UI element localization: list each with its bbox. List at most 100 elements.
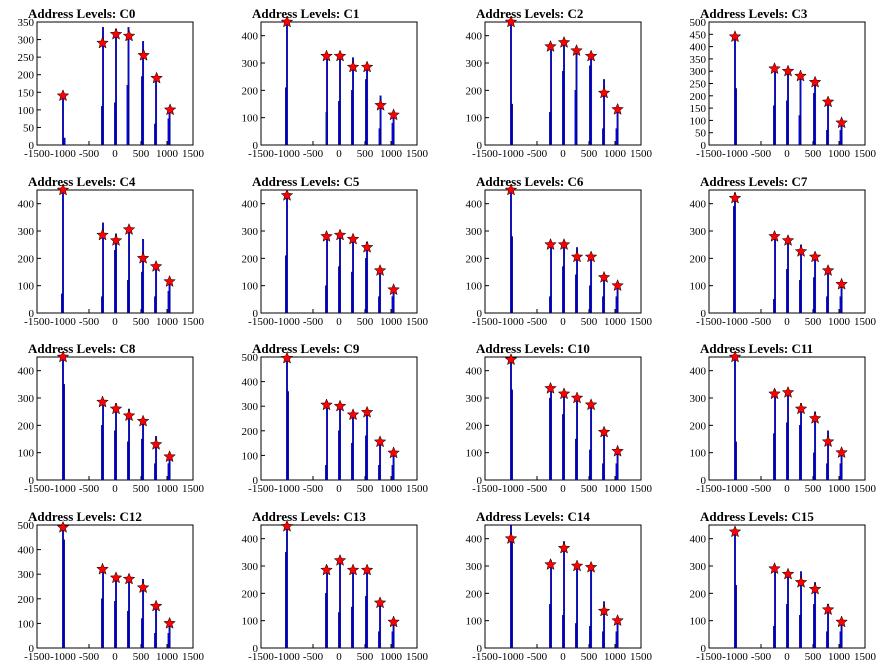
- star-marker: [768, 562, 781, 575]
- bar: [127, 441, 129, 481]
- y-tick-label: 200: [466, 420, 483, 432]
- y-tick-label: 300: [466, 58, 483, 70]
- x-tick-label: -1500: [472, 651, 498, 663]
- y-tick-label: 100: [18, 105, 35, 117]
- y-tick-label: 400: [690, 199, 707, 211]
- y-tick-label: 300: [18, 569, 35, 581]
- x-tick-label: 0: [112, 148, 118, 160]
- x-tick-label: 1500: [182, 651, 205, 663]
- bar: [325, 285, 327, 314]
- bar: [378, 296, 380, 314]
- panel-title: Address Levels: C7: [700, 174, 808, 189]
- bar: [839, 130, 842, 146]
- bar: [602, 631, 604, 649]
- y-tick-label: 300: [18, 35, 35, 47]
- bar: [826, 463, 828, 481]
- bar: [603, 601, 606, 649]
- star-marker: [808, 582, 822, 595]
- star-marker: [280, 351, 294, 364]
- x-tick-label: 1500: [630, 651, 653, 663]
- bar: [285, 87, 287, 146]
- y-tick-label: 0: [29, 475, 35, 487]
- x-tick-label: 1500: [630, 316, 653, 328]
- x-tick-label: 1000: [156, 483, 179, 495]
- star-marker: [96, 228, 109, 241]
- star-marker: [109, 233, 123, 246]
- x-tick-label: 500: [805, 316, 822, 328]
- x-tick-label: -500: [751, 651, 772, 663]
- x-tick-label: 1000: [604, 148, 627, 160]
- star-marker: [360, 405, 374, 418]
- y-tick-label: 0: [701, 475, 707, 487]
- star-marker: [570, 44, 583, 57]
- star-marker: [794, 69, 807, 82]
- x-tick-label: -1000: [50, 483, 76, 495]
- y-tick-label: 200: [18, 594, 35, 606]
- star-marker: [163, 274, 176, 287]
- x-tick-label: 0: [112, 483, 118, 495]
- star-marker: [835, 116, 848, 129]
- star-marker: [611, 102, 624, 115]
- bar: [141, 438, 143, 481]
- y-tick-label: 0: [253, 140, 259, 152]
- bar: [141, 271, 143, 314]
- y-tick-label: 200: [242, 253, 259, 265]
- y-tick-label: 100: [690, 448, 707, 460]
- x-tick-label: 0: [784, 316, 790, 328]
- star-marker: [504, 531, 518, 545]
- panel-title: Address Levels: C13: [252, 509, 366, 524]
- bar: [814, 411, 817, 481]
- x-tick-label: -1000: [274, 483, 300, 495]
- y-tick-label: 450: [690, 29, 707, 41]
- y-tick-label: 100: [242, 113, 259, 125]
- bar: [338, 612, 340, 649]
- y-tick-label: 0: [253, 308, 259, 320]
- star-marker: [584, 560, 598, 573]
- bar: [167, 463, 170, 481]
- bar: [351, 271, 353, 314]
- bar: [511, 538, 513, 649]
- star-marker: [821, 435, 835, 448]
- bar: [602, 296, 604, 314]
- x-tick-label: 1500: [854, 316, 877, 328]
- panel-title: Address Levels: C10: [476, 341, 590, 356]
- x-tick-label: -500: [751, 316, 772, 328]
- bar: [167, 633, 170, 649]
- star-marker: [570, 250, 584, 263]
- x-tick-label: 0: [560, 483, 566, 495]
- y-tick-label: 400: [690, 366, 707, 378]
- bar: [365, 435, 367, 481]
- y-tick-label: 0: [253, 475, 259, 487]
- x-tick-label: 0: [560, 148, 566, 160]
- star-marker: [808, 75, 822, 88]
- x-tick-label: -1000: [50, 316, 76, 328]
- bar: [127, 610, 129, 649]
- y-tick-label: 100: [18, 448, 35, 460]
- star-marker: [320, 563, 333, 576]
- bar: [562, 71, 564, 146]
- bar: [365, 595, 367, 649]
- bar: [325, 112, 328, 146]
- star-marker: [280, 188, 294, 201]
- y-tick-label: 300: [242, 401, 259, 413]
- star-marker: [768, 387, 781, 400]
- y-tick-label: 400: [18, 199, 35, 211]
- y-tick-label: 0: [477, 475, 483, 487]
- x-tick-label: -500: [751, 483, 772, 495]
- bar: [101, 598, 103, 649]
- y-tick-label: 400: [242, 377, 259, 389]
- bar: [391, 296, 394, 314]
- y-tick-label: 200: [690, 253, 707, 265]
- y-tick-label: 500: [690, 17, 707, 29]
- x-tick-label: -1500: [472, 148, 498, 160]
- star-marker: [768, 229, 781, 242]
- bar: [799, 425, 801, 481]
- x-tick-label: -1500: [24, 651, 50, 663]
- bar: [351, 442, 353, 481]
- star-marker: [570, 391, 584, 404]
- bar: [63, 539, 65, 649]
- y-tick-label: 300: [242, 226, 259, 238]
- y-tick-label: 300: [242, 561, 259, 573]
- bar: [391, 631, 394, 649]
- x-tick-label: -1500: [696, 148, 722, 160]
